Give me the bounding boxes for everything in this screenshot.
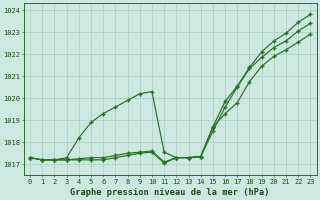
X-axis label: Graphe pression niveau de la mer (hPa): Graphe pression niveau de la mer (hPa) [70, 188, 270, 197]
